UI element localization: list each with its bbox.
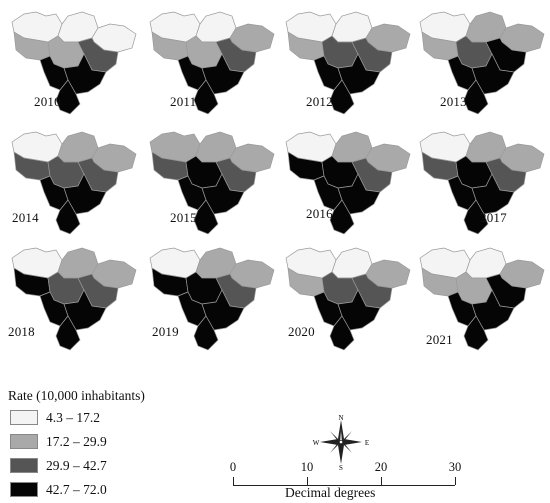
scale-line xyxy=(233,479,455,486)
brazil-map-2016 xyxy=(285,131,411,235)
scale-tick-label-0: 0 xyxy=(229,460,237,474)
map-panel-2021: 2021 xyxy=(414,238,550,356)
brazil-map-2017 xyxy=(419,131,545,235)
map-panel-2015: 2015 xyxy=(144,122,280,240)
scale-tick xyxy=(307,477,308,485)
scale-tick xyxy=(455,477,456,485)
brazil-map-2013 xyxy=(419,11,545,115)
map-panel-2017: 2017 xyxy=(414,122,550,240)
year-label-2011: 2011 xyxy=(170,94,197,109)
legend-label-class3: 29.9 – 42.7 xyxy=(46,458,107,473)
legend-label-class1: 4.3 – 17.2 xyxy=(46,410,100,425)
region-s xyxy=(55,199,81,235)
region-s xyxy=(193,315,219,351)
map-panel-2019: 2019 xyxy=(144,238,280,356)
year-label-2021: 2021 xyxy=(426,332,453,347)
brazil-map-2021 xyxy=(419,247,545,351)
region-s xyxy=(329,199,355,235)
compass-rose: N S W E xyxy=(308,414,374,472)
year-label-2010: 2010 xyxy=(34,94,61,109)
map-panel-2014: 2014 xyxy=(6,122,142,240)
choropleth-map-grid: 2010 2011 2012 2013 2014 2015 2016 2017 2018 2019… xyxy=(6,2,550,356)
compass-star-icon: N S W E xyxy=(313,414,369,472)
scale-tick-label-20: 20 xyxy=(374,460,388,474)
compass-e: E xyxy=(365,439,369,447)
year-label-2014: 2014 xyxy=(12,210,39,225)
year-label-2016: 2016 xyxy=(306,206,333,221)
legend-swatch-class3 xyxy=(10,458,38,473)
brazil-map-2020 xyxy=(285,247,411,351)
year-label-2013: 2013 xyxy=(440,94,467,109)
legend-title: Rate (10,000 inhabitants) xyxy=(8,388,145,403)
region-s xyxy=(329,315,355,351)
region-s xyxy=(463,199,489,235)
scale-tick xyxy=(233,477,234,485)
legend-swatch-class1 xyxy=(10,410,38,425)
region-s xyxy=(193,199,219,235)
year-label-2018: 2018 xyxy=(8,324,35,339)
brazil-map-2019 xyxy=(149,247,275,351)
region-s xyxy=(463,315,489,351)
legend-label-class4: 42.7 – 72.0 xyxy=(46,482,107,497)
scale-tick-label-30: 30 xyxy=(448,460,462,474)
brazil-map-2015 xyxy=(149,131,275,235)
year-label-2019: 2019 xyxy=(152,324,179,339)
map-panel-2012: 2012 xyxy=(280,2,416,120)
legend-swatch-class2 xyxy=(10,434,38,449)
region-s xyxy=(55,315,81,351)
brazil-map-2011 xyxy=(149,11,275,115)
year-label-2020: 2020 xyxy=(288,324,315,339)
map-panel-2020: 2020 xyxy=(280,238,416,356)
map-panel-2010: 2010 xyxy=(6,2,142,120)
map-panel-2011: 2011 xyxy=(144,2,280,120)
scale-tick-label-10: 10 xyxy=(300,460,314,474)
compass-w: W xyxy=(313,439,320,447)
compass-n: N xyxy=(338,414,343,422)
year-label-2012: 2012 xyxy=(306,94,333,109)
brazil-map-2014 xyxy=(11,131,137,235)
legend-swatch-class4 xyxy=(10,482,38,497)
year-label-2015: 2015 xyxy=(170,210,197,225)
region-s xyxy=(329,79,355,115)
region-s xyxy=(193,79,219,115)
brazil-map-2012 xyxy=(285,11,411,115)
map-panel-2016: 2016 xyxy=(280,122,416,240)
brazil-map-2010 xyxy=(11,11,137,115)
legend-label-class2: 17.2 – 29.9 xyxy=(46,434,107,449)
map-panel-2013: 2013 xyxy=(414,2,550,120)
compass-s: S xyxy=(339,464,343,470)
scale-title: Decimal degrees xyxy=(285,485,376,500)
region-s xyxy=(463,79,489,115)
brazil-map-2018 xyxy=(11,247,137,351)
scale-tick xyxy=(381,477,382,485)
year-label-2017: 2017 xyxy=(480,210,507,225)
map-panel-2018: 2018 xyxy=(6,238,142,356)
region-s xyxy=(55,79,81,115)
scale-bar: 0 10 20 30 Decimal degrees xyxy=(225,460,475,500)
